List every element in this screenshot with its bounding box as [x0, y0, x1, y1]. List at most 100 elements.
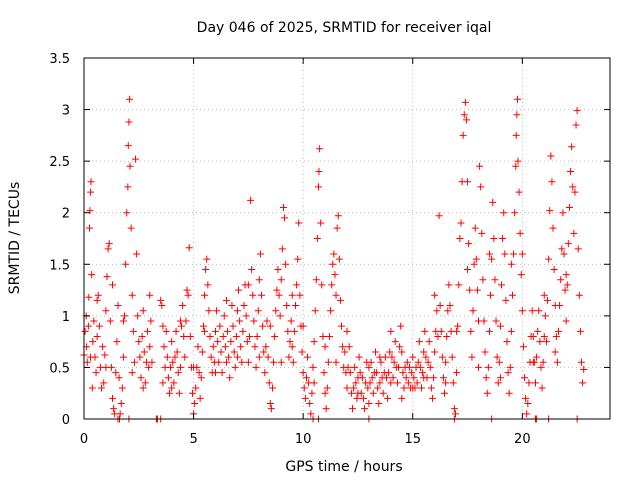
data-point [513, 111, 521, 119]
data-point [528, 307, 536, 315]
data-point [277, 276, 285, 284]
data-point [484, 363, 492, 371]
data-point [276, 312, 284, 320]
data-point [433, 307, 441, 315]
data-point [446, 302, 454, 310]
data-point [123, 209, 131, 217]
data-point [263, 317, 271, 325]
data-point [544, 296, 552, 304]
data-point [268, 384, 276, 392]
data-point [272, 307, 280, 315]
data-point [478, 229, 486, 237]
data-point [281, 214, 289, 222]
data-point [455, 281, 463, 289]
data-point [338, 322, 346, 330]
data-point [404, 379, 412, 387]
data-point [230, 348, 238, 356]
data-point [331, 271, 339, 279]
data-point [352, 379, 360, 387]
data-point [144, 327, 152, 335]
data-point [481, 348, 489, 356]
data-point [366, 379, 374, 387]
data-point [464, 178, 472, 186]
data-point [535, 307, 543, 315]
data-point [180, 332, 188, 340]
data-point [393, 379, 401, 387]
data-point [441, 389, 449, 397]
data-point [371, 348, 379, 356]
data-point [501, 250, 509, 258]
data-point [231, 363, 239, 371]
data-point [540, 291, 548, 299]
data-point [146, 291, 154, 299]
data-point [437, 327, 445, 335]
plot-frame [83, 57, 611, 420]
data-point [502, 296, 510, 304]
data-point [550, 265, 558, 273]
data-point [386, 348, 394, 356]
data-point [554, 327, 562, 335]
data-point [409, 384, 417, 392]
data-point [278, 245, 286, 253]
data-point [426, 363, 434, 371]
data-point [495, 358, 503, 366]
data-point [565, 204, 573, 212]
data-point [318, 281, 326, 289]
data-point [456, 235, 464, 242]
data-point [560, 250, 568, 258]
data-point [138, 332, 146, 340]
data-point [265, 379, 273, 387]
data-point [85, 293, 93, 301]
data-point [306, 400, 314, 408]
data-point [251, 343, 259, 351]
data-point [179, 302, 187, 310]
data-point [361, 405, 369, 413]
data-point [108, 281, 116, 289]
data-point [351, 363, 359, 371]
data-point [235, 286, 243, 294]
data-point [219, 332, 227, 340]
data-point [512, 131, 520, 139]
data-point [183, 286, 191, 294]
data-point [333, 224, 341, 232]
x-axis-label: GPS time / hours [285, 459, 402, 475]
data-point [316, 145, 324, 153]
data-point [480, 317, 488, 325]
data-point [275, 291, 283, 299]
data-point [173, 348, 181, 356]
data-point [479, 276, 487, 284]
data-point [102, 307, 110, 315]
data-point [387, 379, 395, 387]
data-point [443, 332, 451, 340]
data-point [217, 348, 225, 356]
data-point [473, 286, 481, 294]
data-point [387, 327, 395, 335]
data-point [579, 379, 587, 387]
data-point [315, 183, 323, 191]
data-point [126, 95, 134, 103]
data-point [491, 276, 499, 284]
data-point [165, 389, 173, 397]
data-point [98, 384, 106, 392]
data-point [162, 327, 170, 335]
data-point [570, 229, 578, 237]
data-point [436, 302, 444, 310]
x-tick-label: 0 [80, 432, 88, 447]
y-tick-label: 3.5 [49, 52, 70, 67]
data-point [457, 219, 465, 227]
data-point [261, 369, 269, 377]
data-point [485, 327, 493, 335]
data-point [87, 353, 95, 361]
data-point [494, 379, 502, 387]
data-point [410, 374, 418, 382]
data-point [459, 131, 467, 139]
data-point [273, 286, 281, 294]
data-point [322, 405, 330, 413]
data-point [178, 322, 186, 330]
data-point [176, 317, 184, 325]
data-point [224, 327, 232, 335]
data-point [288, 343, 296, 351]
data-point [514, 157, 522, 165]
data-point [390, 358, 398, 366]
data-point [558, 245, 566, 253]
